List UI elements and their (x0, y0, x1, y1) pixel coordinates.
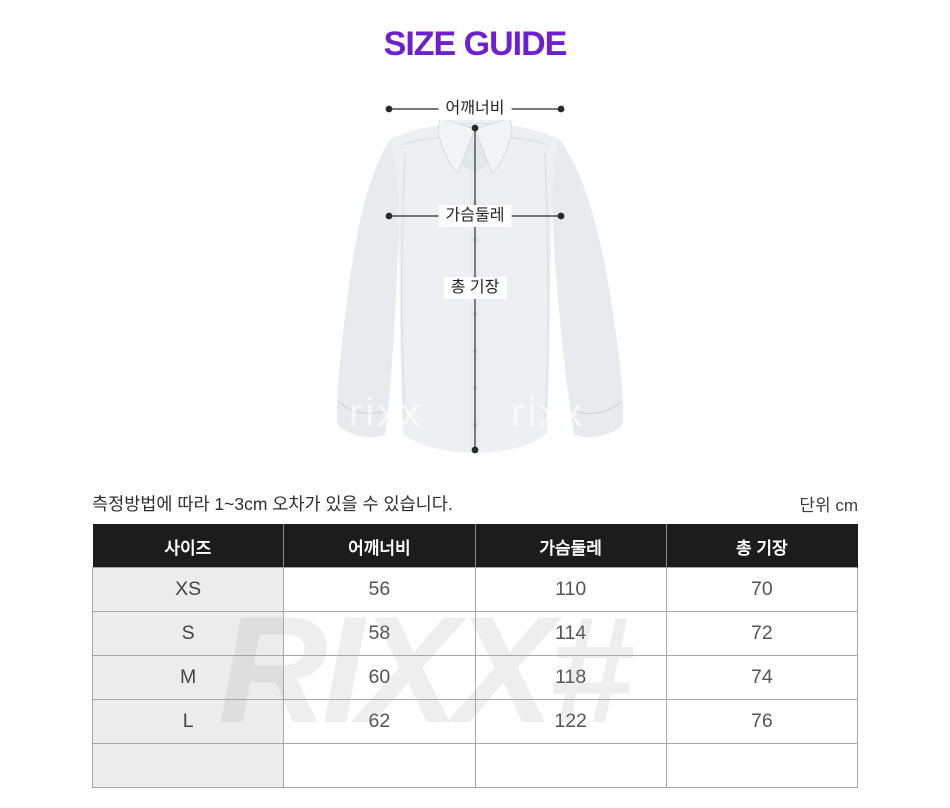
shirt-diagram: 어깨너비 가슴둘레 총 기장 rixx rixx (305, 83, 645, 475)
cell-size: L (91, 699, 285, 744)
table-meta-row: 측정방법에 따라 1~3cm 오차가 있을 수 있습니다. 단위 cm (92, 491, 858, 516)
cell-size: XS (91, 567, 285, 612)
cell-size: S (91, 611, 285, 656)
table-row-empty (91, 743, 859, 788)
cell-chest: 118 (474, 655, 667, 700)
length-label: 총 기장 (443, 277, 507, 299)
page-title: SIZE GUIDE (383, 25, 568, 63)
shirt-illustration (337, 105, 623, 454)
chest-label: 가슴둘레 (438, 205, 512, 227)
cell-length (665, 743, 859, 788)
col-header-size: 사이즈 (92, 524, 285, 568)
header-row: 사이즈 어깨너비 가슴둘레 총 기장 (92, 524, 859, 568)
col-header-shoulder: 어깨너비 (283, 524, 476, 568)
table-row-s: S 58 114 72 (91, 611, 859, 656)
cell-shoulder: 58 (283, 611, 476, 656)
table-row-xs: XS 56 110 70 (91, 567, 859, 612)
cell-length: 70 (665, 567, 859, 612)
table-row-m: M 60 118 74 (91, 655, 859, 700)
cell-shoulder (283, 743, 476, 788)
cell-chest (474, 743, 667, 788)
cell-size: M (91, 655, 285, 700)
cell-shoulder: 62 (283, 699, 476, 744)
table-row-l: L 62 122 76 (91, 699, 859, 744)
cell-chest: 122 (474, 699, 667, 744)
unit-label: 단위 cm (799, 496, 858, 515)
cell-chest: 110 (474, 567, 667, 612)
cell-length: 74 (665, 655, 859, 700)
cell-length: 76 (665, 699, 859, 744)
cell-shoulder: 60 (283, 655, 476, 700)
measurement-note: 측정방법에 따라 1~3cm 오차가 있을 수 있습니다. (92, 494, 453, 514)
shoulder-width-label: 어깨너비 (438, 98, 512, 120)
size-table: 사이즈 어깨너비 가슴둘레 총 기장 XS 56 110 70 S 58 114… (91, 524, 859, 788)
col-header-chest: 가슴둘레 (475, 524, 667, 568)
size-table-container: 사이즈 어깨너비 가슴둘레 총 기장 XS 56 110 70 S 58 114… (91, 524, 859, 788)
cell-size (91, 743, 285, 788)
col-header-length: 총 기장 (666, 524, 859, 568)
cell-shoulder: 56 (283, 567, 476, 612)
cell-length: 72 (665, 611, 859, 656)
cell-chest: 114 (474, 611, 667, 656)
